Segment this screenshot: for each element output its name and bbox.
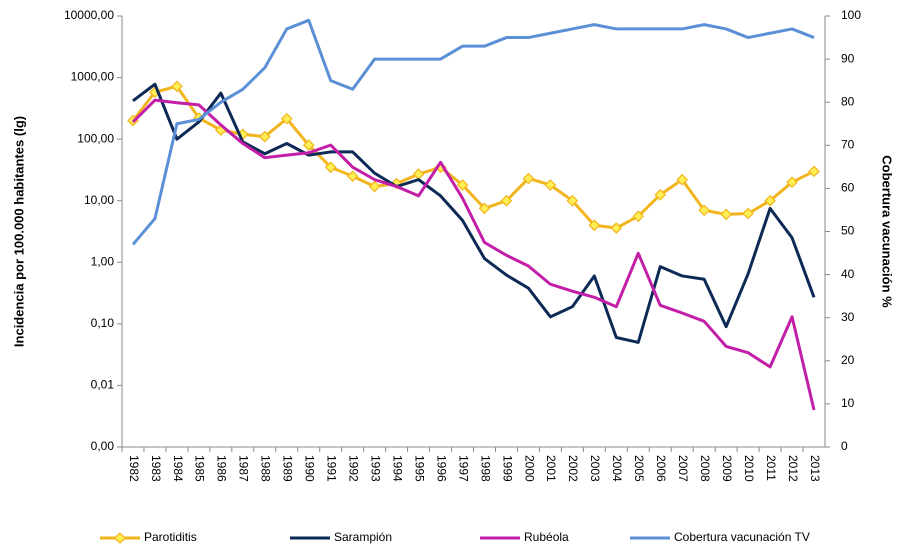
x-tick-label: 1994 [390, 455, 404, 482]
legend-label: Rubéola [524, 530, 569, 544]
x-tick-label: 1985 [193, 455, 207, 482]
x-tick-label: 2009 [720, 455, 734, 482]
marker [368, 180, 381, 193]
marker [412, 168, 425, 181]
y2-tick-label: 10 [841, 396, 855, 410]
x-tick-label: 1999 [500, 455, 514, 482]
marker [676, 173, 689, 186]
x-tick-label: 1992 [347, 455, 361, 482]
y-tick-label: 0,00 [91, 439, 115, 453]
marker [786, 176, 798, 189]
marker [522, 172, 535, 185]
marker [764, 194, 776, 207]
marker [698, 204, 711, 217]
y-axis-title: Incidencia por 100.000 habitantes (lg) [11, 116, 26, 347]
x-tick-label: 1987 [237, 455, 251, 482]
series-line [132, 82, 816, 344]
marker [346, 170, 359, 183]
marker [171, 80, 183, 93]
x-tick-label: 1989 [281, 455, 295, 482]
y2-tick-label: 50 [841, 224, 855, 238]
x-tick-label: 1988 [259, 455, 273, 482]
y-tick-label: 1000,00 [71, 70, 115, 84]
y2-tick-label: 30 [841, 310, 855, 324]
marker [654, 188, 667, 201]
x-tick-label: 1984 [171, 455, 185, 482]
y-tick-label: 10000,00 [64, 8, 114, 22]
marker [566, 194, 579, 207]
y-tick-label: 100,00 [77, 131, 114, 145]
y2-tick-label: 80 [841, 94, 855, 108]
marker [720, 208, 732, 221]
x-tick-label: 1997 [456, 455, 470, 482]
marker [114, 532, 126, 544]
legend-label: Parotiditis [144, 530, 197, 544]
marker [302, 139, 315, 151]
x-tick-label: 1990 [303, 455, 317, 482]
marker [324, 161, 337, 174]
y2-tick-label: 90 [841, 51, 855, 65]
x-tick-label: 2000 [522, 455, 536, 482]
marker [808, 165, 820, 178]
x-tick-label: 2007 [676, 455, 690, 482]
marker [588, 219, 601, 232]
y-tick-label: 0,01 [91, 378, 115, 392]
marker [742, 207, 754, 220]
x-tick-label: 1996 [434, 455, 448, 482]
legend-label: Cobertura vacunación TV [674, 530, 810, 544]
marker [632, 210, 645, 223]
y-tick-label: 0,10 [91, 316, 115, 330]
x-tick-label: 2002 [566, 455, 580, 482]
y2-tick-label: 40 [841, 267, 855, 281]
marker [610, 222, 623, 234]
x-tick-label: 2003 [588, 455, 602, 482]
x-tick-label: 2011 [764, 455, 778, 481]
x-tick-label: 2001 [544, 455, 558, 482]
y-tick-label: 1,00 [91, 254, 115, 268]
series-line [131, 84, 815, 230]
legend-label: Sarampión [334, 530, 392, 544]
marker [258, 130, 271, 143]
marker [544, 179, 557, 191]
x-tick-label: 1991 [325, 455, 339, 482]
x-tick-label: 2005 [632, 455, 646, 482]
y2-axis-title: Cobertura vacunación % [880, 155, 895, 308]
x-tick-label: 1995 [412, 455, 426, 482]
marker [478, 202, 491, 215]
y2-tick-label: 60 [841, 181, 855, 195]
y2-tick-label: 20 [841, 353, 855, 367]
x-tick-label: 1986 [215, 455, 229, 482]
series-line [131, 18, 815, 246]
x-tick-label: 2008 [698, 455, 712, 482]
x-tick-label: 2006 [654, 455, 668, 482]
x-tick-label: 2012 [786, 455, 800, 482]
x-tick-label: 2013 [808, 455, 822, 482]
x-tick-label: 1998 [478, 455, 492, 482]
series-line [131, 98, 816, 411]
x-tick-label: 1983 [149, 455, 163, 482]
y2-tick-label: 100 [841, 8, 861, 22]
x-tick-label: 2010 [742, 455, 756, 482]
y2-tick-label: 70 [841, 137, 855, 151]
x-tick-label: 2004 [610, 455, 624, 482]
x-tick-label: 1982 [127, 455, 141, 482]
marker [280, 112, 293, 125]
marker [500, 194, 513, 207]
y2-tick-label: 0 [841, 439, 848, 453]
marker [456, 179, 469, 191]
x-tick-label: 1993 [368, 455, 382, 482]
y-tick-label: 10,00 [84, 193, 114, 207]
